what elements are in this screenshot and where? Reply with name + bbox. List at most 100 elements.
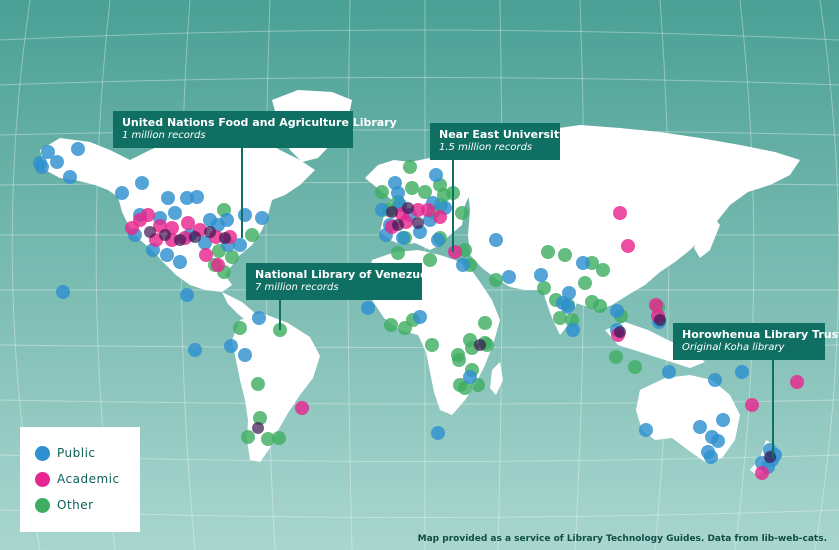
legend-item-academic: Academic xyxy=(35,470,120,488)
library-marker-other xyxy=(384,318,398,332)
library-marker-academic xyxy=(613,206,627,220)
library-marker-cluster xyxy=(392,219,404,231)
library-marker-other xyxy=(585,295,599,309)
library-marker-other xyxy=(241,430,255,444)
library-marker-public xyxy=(704,450,718,464)
library-marker-public xyxy=(168,206,182,220)
library-marker-cluster xyxy=(159,229,171,241)
library-marker-public xyxy=(662,365,676,379)
library-marker-cluster xyxy=(219,232,231,244)
library-marker-public xyxy=(63,170,77,184)
library-marker-other xyxy=(233,321,247,335)
library-marker-cluster xyxy=(189,231,201,243)
library-marker-cluster xyxy=(614,326,626,338)
library-markers xyxy=(33,142,804,480)
legend-label: Public xyxy=(57,446,96,460)
legend-dot-public xyxy=(35,445,50,461)
latitude-line xyxy=(0,29,839,41)
library-marker-public xyxy=(375,203,389,217)
legend-label: Other xyxy=(57,498,94,512)
library-marker-public xyxy=(56,285,70,299)
library-marker-other xyxy=(261,432,275,446)
library-marker-public xyxy=(693,420,707,434)
library-marker-other xyxy=(628,360,642,374)
library-marker-public xyxy=(161,191,175,205)
library-marker-public xyxy=(711,434,725,448)
library-marker-public xyxy=(396,231,410,245)
map-credit: Map provided as a service of Library Tec… xyxy=(417,534,827,544)
library-marker-public xyxy=(41,145,55,159)
callout-title: Horowhenua Library Trust xyxy=(682,328,839,341)
callout-horowhenua: Horowhenua Library Trust Original Koha l… xyxy=(673,323,839,360)
library-marker-other xyxy=(403,160,417,174)
library-marker-other xyxy=(537,281,551,295)
library-marker-other xyxy=(251,377,265,391)
library-marker-other xyxy=(437,188,451,202)
library-marker-other xyxy=(272,431,286,445)
library-marker-academic xyxy=(621,239,635,253)
callout-title: National Library of Venezuela xyxy=(255,268,439,281)
library-marker-public xyxy=(489,233,503,247)
library-marker-public xyxy=(639,423,653,437)
library-marker-academic xyxy=(745,398,759,412)
library-marker-public xyxy=(224,339,238,353)
library-marker-public xyxy=(716,413,730,427)
library-marker-public xyxy=(188,343,202,357)
callout-near-east: Near East University 1.5 million records xyxy=(430,123,566,160)
library-marker-public xyxy=(220,213,234,227)
library-marker-other xyxy=(489,273,503,287)
library-marker-public xyxy=(71,142,85,156)
library-marker-other xyxy=(453,378,467,392)
library-marker-public xyxy=(160,248,174,262)
library-marker-public xyxy=(252,311,266,325)
japan-land xyxy=(694,215,720,258)
latitude-line xyxy=(0,77,839,86)
library-marker-public xyxy=(238,208,252,222)
library-marker-public xyxy=(534,268,548,282)
library-marker-other xyxy=(425,338,439,352)
library-marker-public xyxy=(735,365,749,379)
library-marker-public xyxy=(429,168,443,182)
library-marker-other xyxy=(398,321,412,335)
library-marker-public xyxy=(463,370,477,384)
library-marker-public xyxy=(198,236,212,250)
library-marker-public xyxy=(556,296,570,310)
library-marker-cluster xyxy=(144,226,156,238)
library-marker-other xyxy=(405,181,419,195)
library-marker-cluster xyxy=(474,339,486,351)
longitude-line xyxy=(654,0,670,550)
library-marker-public xyxy=(190,190,204,204)
library-marker-academic xyxy=(211,258,225,272)
library-marker-academic xyxy=(790,375,804,389)
library-marker-cluster xyxy=(252,422,264,434)
callout-fao: United Nations Food and Agriculture Libr… xyxy=(113,111,397,148)
callout-leaders xyxy=(241,148,774,458)
library-marker-cluster xyxy=(412,217,424,229)
legend-label: Academic xyxy=(57,472,120,486)
library-marker-cluster xyxy=(402,202,414,214)
library-marker-public xyxy=(173,255,187,269)
central-america-land xyxy=(222,292,256,322)
asia-land xyxy=(460,125,800,310)
callout-subtitle: 1.5 million records xyxy=(439,142,533,153)
library-marker-other xyxy=(478,316,492,330)
library-marker-other xyxy=(578,276,592,290)
library-marker-academic xyxy=(411,203,425,217)
library-marker-cluster xyxy=(764,451,776,463)
library-marker-public xyxy=(50,155,64,169)
library-marker-public xyxy=(391,186,405,200)
library-marker-other xyxy=(553,311,567,325)
library-marker-public xyxy=(431,233,445,247)
legend-dot-other xyxy=(35,497,50,513)
library-marker-cluster xyxy=(386,206,398,218)
library-marker-other xyxy=(225,250,239,264)
library-marker-academic xyxy=(649,298,663,312)
library-marker-public xyxy=(576,256,590,270)
library-marker-public xyxy=(115,186,129,200)
library-marker-academic xyxy=(448,245,462,259)
callout-subtitle: 1 million records xyxy=(122,130,206,141)
madagascar-land xyxy=(490,362,503,395)
library-marker-public xyxy=(708,373,722,387)
library-marker-public xyxy=(180,288,194,302)
